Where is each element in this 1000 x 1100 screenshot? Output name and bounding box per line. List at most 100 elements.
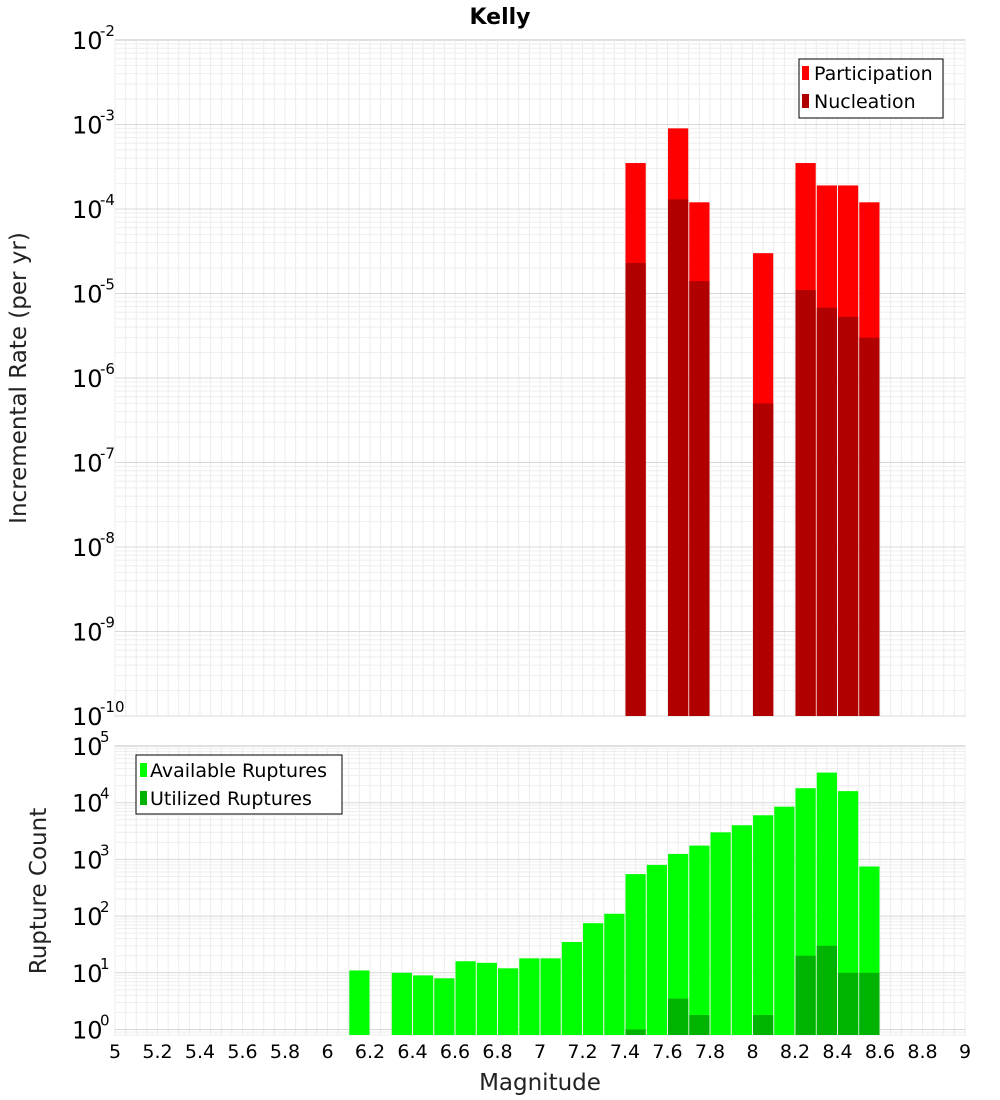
x-tick-label: 6.6 <box>440 1041 470 1063</box>
legend-participation-label: Participation <box>814 63 933 85</box>
rate-y-tick-base: 10 <box>72 365 103 393</box>
count-bar-utilized-ruptures <box>668 998 689 1035</box>
count-bar-available-ruptures <box>625 874 646 1035</box>
x-tick-label: 5.4 <box>185 1041 215 1063</box>
count-bar-available-ruptures <box>455 961 476 1035</box>
count-bar-available-ruptures <box>604 913 625 1035</box>
x-tick-labels: 5 5.2 5.4 5.6 5.8 6 6.2 6.4 6.6 6.8 7 7.2 7.4 7.6 7.8 8… <box>109 1041 971 1063</box>
count-bar-available-ruptures <box>646 864 667 1035</box>
rate-y-tick-base: 10 <box>72 534 103 562</box>
rate-bars <box>625 128 880 716</box>
rate-bar-nucleation <box>753 403 774 716</box>
x-axis-label: Magnitude <box>479 1070 601 1096</box>
x-tick-label: 8 <box>746 1041 758 1063</box>
count-y-tick-exponent: 4 <box>100 785 110 803</box>
count-bar-available-ruptures <box>753 815 774 1035</box>
count-bar-available-ruptures <box>583 923 604 1035</box>
rate-y-tick-base: 10 <box>72 196 103 224</box>
count-bar-available-ruptures <box>498 968 519 1035</box>
x-tick-label: 5.6 <box>227 1041 257 1063</box>
count-bar-available-ruptures <box>391 972 412 1035</box>
x-tick-label: 7.6 <box>652 1041 682 1063</box>
count-bar-utilized-ruptures <box>753 1015 774 1035</box>
rate-y-tick-exponent: -10 <box>100 698 125 716</box>
rate-bar-nucleation <box>859 337 880 716</box>
x-tick-label: 6 <box>321 1041 333 1063</box>
x-tick-label: 6.2 <box>355 1041 385 1063</box>
x-tick-label: 8.6 <box>865 1041 895 1063</box>
rate-bar-nucleation <box>838 316 859 716</box>
count-y-tick-exponent: 0 <box>100 1012 110 1030</box>
x-tick-label: 5 <box>109 1041 121 1063</box>
count-bar-available-ruptures <box>668 853 689 1035</box>
legend-nucleation-swatch <box>802 94 809 108</box>
x-tick-label: 7.4 <box>610 1041 640 1063</box>
rate-y-tick-base: 10 <box>72 281 103 309</box>
count-bar-available-ruptures <box>689 845 710 1035</box>
count-bar-available-ruptures <box>349 970 370 1035</box>
count-bars <box>349 772 880 1035</box>
count-y-axis-label: Rupture Count <box>26 808 52 974</box>
rate-y-tick-exponent: -9 <box>100 614 115 632</box>
x-tick-label: 5.8 <box>270 1041 300 1063</box>
count-y-tick-base: 10 <box>72 1017 103 1045</box>
x-tick-label: 5.2 <box>142 1041 172 1063</box>
count-bar-utilized-ruptures <box>838 972 859 1035</box>
count-y-tick-exponent: 5 <box>100 728 110 746</box>
count-y-tick-base: 10 <box>72 960 103 988</box>
count-bar-utilized-ruptures <box>795 955 816 1035</box>
rate-y-tick-base: 10 <box>72 450 103 478</box>
rate-bar-nucleation <box>816 307 837 716</box>
rate-y-axis-label: Incremental Rate (per yr) <box>6 232 32 524</box>
rate-y-tick-exponent: -3 <box>100 107 115 125</box>
legend-utilized-label: Utilized Ruptures <box>150 788 312 810</box>
count-bar-available-ruptures <box>413 975 434 1035</box>
count-legend: Available Ruptures Utilized Ruptures <box>135 754 343 815</box>
rate-gridlines <box>114 40 966 717</box>
chart-title: Kelly <box>469 5 530 30</box>
count-bar-utilized-ruptures <box>859 972 880 1035</box>
count-bar-available-ruptures <box>540 958 561 1035</box>
rate-y-tick-exponent: -4 <box>100 191 115 209</box>
count-y-tick-exponent: 2 <box>100 898 110 916</box>
count-bar-utilized-ruptures <box>689 1015 710 1035</box>
legend-available-swatch <box>140 763 147 777</box>
x-tick-label: 7 <box>534 1041 546 1063</box>
x-tick-label: 7.2 <box>567 1041 597 1063</box>
count-legend-box <box>135 754 343 815</box>
count-bar-available-ruptures <box>731 825 752 1035</box>
x-tick-label: 6.4 <box>397 1041 427 1063</box>
count-y-tick-base: 10 <box>72 733 103 761</box>
x-tick-label: 8.8 <box>907 1041 937 1063</box>
x-tick-label: 9 <box>959 1041 971 1063</box>
x-tick-label: 8.2 <box>780 1041 810 1063</box>
legend-utilized-swatch <box>140 791 147 805</box>
count-bar-available-ruptures <box>561 941 582 1035</box>
rate-y-tick-base: 10 <box>72 619 103 647</box>
rate-bar-nucleation <box>795 290 816 716</box>
rate-y-tick-base: 10 <box>72 112 103 140</box>
count-bar-available-ruptures <box>710 832 731 1035</box>
rate-legend: Participation Nucleation <box>798 58 944 119</box>
rate-y-tick-base: 10 <box>72 703 103 731</box>
x-tick-label: 7.8 <box>695 1041 725 1063</box>
count-y-tick-exponent: 3 <box>100 841 110 859</box>
count-bar-utilized-ruptures <box>625 1029 646 1035</box>
rate-legend-box <box>798 58 944 119</box>
count-y-tick-base: 10 <box>72 846 103 874</box>
rate-y-tick-exponent: -5 <box>100 276 115 294</box>
count-bar-available-ruptures <box>476 962 497 1035</box>
rate-y-tick-exponent: -7 <box>100 445 115 463</box>
count-bar-utilized-ruptures <box>816 945 837 1035</box>
legend-participation-swatch <box>802 66 809 80</box>
legend-available-label: Available Ruptures <box>150 760 327 782</box>
rate-bar-nucleation <box>668 199 689 716</box>
rate-y-tick-exponent: -6 <box>100 360 115 378</box>
rate-bar-nucleation <box>625 262 646 716</box>
count-y-tick-base: 10 <box>72 790 103 818</box>
rate-y-tick-exponent: -2 <box>100 22 115 40</box>
